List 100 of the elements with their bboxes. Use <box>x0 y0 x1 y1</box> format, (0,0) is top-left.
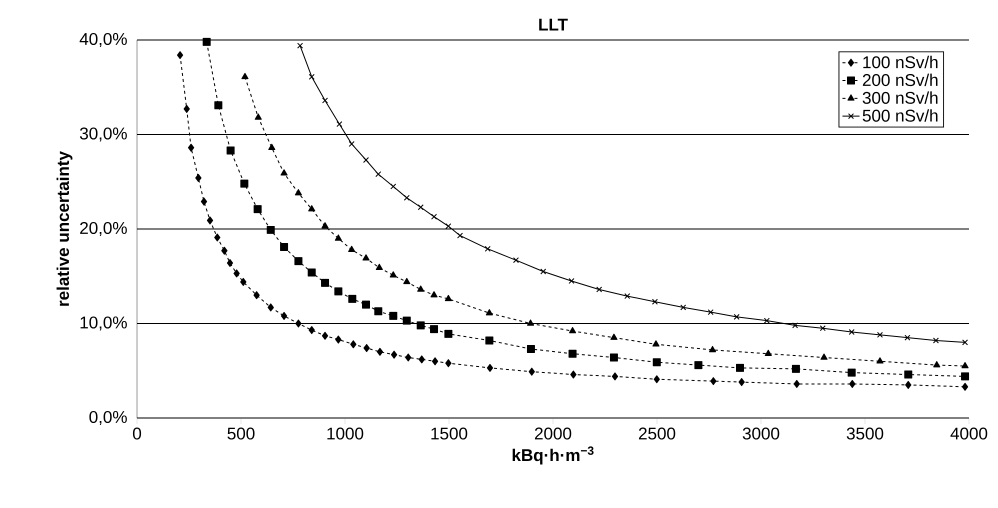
point <box>904 370 912 379</box>
x-tick-label: 0 <box>132 428 142 440</box>
point <box>526 345 535 354</box>
point <box>322 332 328 340</box>
point <box>280 242 288 251</box>
point <box>308 326 315 334</box>
point <box>484 246 491 252</box>
point <box>389 312 398 320</box>
point <box>335 336 342 344</box>
point <box>417 285 424 292</box>
x-tick-label: 2500 <box>638 428 676 440</box>
y-tick-label: 40,0% <box>80 32 127 48</box>
point <box>348 246 356 252</box>
point <box>612 372 618 380</box>
point <box>403 278 410 284</box>
point <box>568 350 577 358</box>
point <box>295 319 302 328</box>
point <box>652 358 661 366</box>
point <box>848 329 855 335</box>
point <box>376 348 384 356</box>
point <box>374 307 382 316</box>
point <box>430 291 438 298</box>
point <box>336 121 342 128</box>
point <box>241 72 248 80</box>
point <box>280 169 288 176</box>
point <box>710 377 716 386</box>
point <box>221 246 228 255</box>
point <box>184 104 190 113</box>
point <box>375 171 382 178</box>
point <box>527 319 534 326</box>
legend-label: 100 nSv/h <box>863 56 938 68</box>
x-tick-label: 500 <box>228 428 255 440</box>
point <box>348 140 355 147</box>
point <box>430 325 438 334</box>
point <box>321 278 330 287</box>
legend-label: 200 nSv/h <box>862 74 938 86</box>
point <box>568 278 574 284</box>
point <box>234 269 240 278</box>
y-axis-title: relative uncertainty <box>56 151 72 306</box>
point <box>350 340 356 348</box>
x-tick-label: 2000 <box>534 428 572 440</box>
x-tick-label: 3000 <box>742 428 780 440</box>
point <box>652 340 660 347</box>
point <box>961 372 970 380</box>
point <box>820 325 826 332</box>
point <box>348 294 356 303</box>
point <box>962 382 968 391</box>
point <box>188 144 194 152</box>
point <box>376 264 383 270</box>
point <box>308 74 315 80</box>
point <box>932 338 939 344</box>
point <box>513 257 519 264</box>
point <box>294 189 302 196</box>
point <box>431 214 438 220</box>
point <box>362 254 370 261</box>
x-tick-label: 3500 <box>846 428 884 440</box>
point <box>362 300 370 309</box>
point <box>390 271 397 278</box>
point <box>933 361 940 368</box>
chart-title: LLT <box>539 18 568 30</box>
point <box>694 361 702 370</box>
point <box>876 357 884 364</box>
point <box>226 259 234 268</box>
point <box>528 368 535 376</box>
y-tick-label: 0,0% <box>89 410 127 426</box>
point <box>405 354 412 362</box>
point <box>202 38 211 46</box>
point <box>226 146 235 155</box>
point <box>206 216 214 224</box>
point <box>402 316 411 325</box>
point <box>794 380 800 388</box>
point <box>363 157 369 163</box>
point <box>418 355 425 364</box>
point <box>297 42 304 49</box>
point <box>390 183 396 190</box>
point <box>792 322 798 328</box>
point <box>904 334 910 341</box>
point <box>570 370 577 379</box>
point <box>308 205 316 212</box>
x-tick-label: 1000 <box>327 428 364 440</box>
point <box>652 298 658 305</box>
y-tick-label: 20,0% <box>80 222 127 236</box>
point <box>736 364 744 372</box>
point <box>569 327 576 334</box>
point <box>444 330 452 338</box>
point <box>334 287 342 296</box>
point <box>176 51 184 60</box>
point <box>457 232 464 239</box>
point <box>708 309 714 316</box>
point <box>734 314 740 320</box>
point <box>485 336 494 344</box>
point <box>624 293 630 300</box>
point <box>266 226 275 234</box>
point <box>195 174 202 182</box>
point <box>254 113 262 120</box>
point <box>486 309 493 316</box>
point <box>364 344 370 352</box>
point <box>390 350 398 359</box>
point <box>654 375 660 384</box>
point <box>416 321 425 330</box>
